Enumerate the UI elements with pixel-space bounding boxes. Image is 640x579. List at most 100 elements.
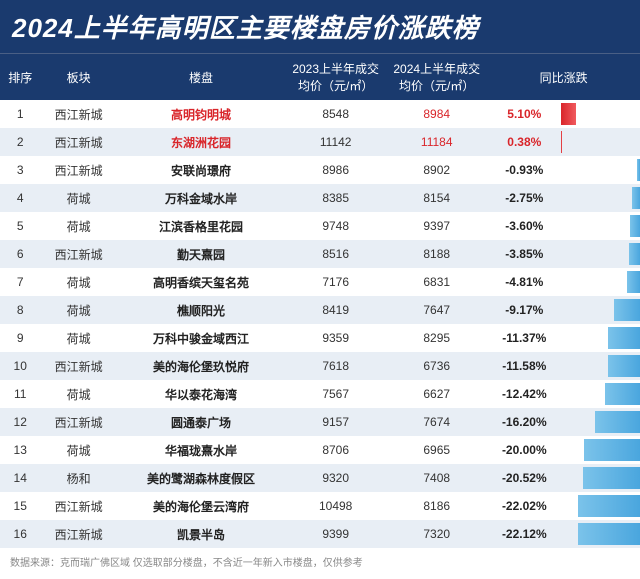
cell-price-2024: 8295 [386,324,487,352]
cell-bar [561,408,640,436]
bar-negative [583,467,640,489]
header-project: 楼盘 [117,54,285,101]
bar-negative [608,355,640,377]
cell-bar [561,128,640,156]
table-row: 9荷城万科中骏金域西江93598295-11.37% [0,324,640,352]
cell-bar [561,212,640,240]
cell-project: 美的海伦堡云湾府 [117,492,285,520]
cell-price-2024: 8902 [386,156,487,184]
cell-project: 圆通泰广场 [117,408,285,436]
bar-track [561,436,640,464]
table-row: 11荷城华以泰花海湾75676627-12.42% [0,380,640,408]
cell-project: 美的海伦堡玖悦府 [117,352,285,380]
cell-project: 凯景半岛 [117,520,285,548]
cell-price-2024: 6965 [386,436,487,464]
cell-price-2023: 9320 [285,464,386,492]
cell-area: 西江新城 [40,352,116,380]
bar-negative [632,187,640,209]
header-area: 板块 [40,54,116,101]
cell-price-2024: 7408 [386,464,487,492]
cell-price-2024: 8154 [386,184,487,212]
cell-project: 东湖洲花园 [117,128,285,156]
bar-track [561,380,640,408]
cell-price-2023: 10498 [285,492,386,520]
cell-project: 万科中骏金域西江 [117,324,285,352]
table-row: 12西江新城圆通泰广场91577674-16.20% [0,408,640,436]
cell-rank: 4 [0,184,40,212]
cell-bar [561,100,640,128]
table-row: 7荷城高明香缤天玺名苑71766831-4.81% [0,268,640,296]
cell-price-2023: 8516 [285,240,386,268]
cell-area: 荷城 [40,436,116,464]
cell-change: -11.58% [487,352,561,380]
table-body: 1西江新城高明钧明城854889845.10%2西江新城东湖洲花园1114211… [0,100,640,548]
bar-negative [578,523,640,545]
cell-bar [561,156,640,184]
table-row: 16西江新城凯景半岛93997320-22.12% [0,520,640,548]
table-row: 6西江新城勤天熹园85168188-3.85% [0,240,640,268]
cell-area: 西江新城 [40,100,116,128]
cell-bar [561,268,640,296]
cell-area: 西江新城 [40,408,116,436]
table-row: 8荷城樵顺阳光84197647-9.17% [0,296,640,324]
cell-price-2024: 7647 [386,296,487,324]
table-row: 15西江新城美的海伦堡云湾府104988186-22.02% [0,492,640,520]
bar-negative [584,439,640,461]
ranking-table-container: 2024上半年高明区主要楼盘房价涨跌榜 排序 板块 楼盘 2023上半年成交 均… [0,0,640,579]
cell-project: 安联尚璟府 [117,156,285,184]
bar-negative [608,327,640,349]
cell-rank: 1 [0,100,40,128]
cell-price-2023: 8385 [285,184,386,212]
cell-area: 西江新城 [40,492,116,520]
cell-change: -9.17% [487,296,561,324]
cell-change: -22.02% [487,492,561,520]
table-row: 2西江新城东湖洲花园11142111840.38% [0,128,640,156]
cell-rank: 10 [0,352,40,380]
cell-project: 美的鹭湖森林度假区 [117,464,285,492]
cell-rank: 11 [0,380,40,408]
cell-price-2023: 8419 [285,296,386,324]
header-price-2024: 2024上半年成交 均价（元/㎡） [386,54,487,101]
cell-project: 樵顺阳光 [117,296,285,324]
bar-positive [561,103,575,125]
cell-project: 华以泰花海湾 [117,380,285,408]
table-row: 13荷城华福珑熹水岸87066965-20.00% [0,436,640,464]
cell-price-2024: 6627 [386,380,487,408]
ranking-table: 排序 板块 楼盘 2023上半年成交 均价（元/㎡） 2024上半年成交 均价（… [0,53,640,548]
bar-negative [605,383,640,405]
cell-rank: 2 [0,128,40,156]
cell-area: 荷城 [40,324,116,352]
cell-price-2023: 9399 [285,520,386,548]
cell-change: -11.37% [487,324,561,352]
table-row: 4荷城万科金域水岸83858154-2.75% [0,184,640,212]
cell-rank: 6 [0,240,40,268]
cell-bar [561,324,640,352]
cell-project: 万科金域水岸 [117,184,285,212]
cell-rank: 13 [0,436,40,464]
cell-change: -22.12% [487,520,561,548]
cell-change: -16.20% [487,408,561,436]
bar-track [561,240,640,268]
bar-negative [595,411,640,433]
cell-area: 荷城 [40,296,116,324]
cell-change: -3.60% [487,212,561,240]
cell-bar [561,464,640,492]
cell-area: 荷城 [40,212,116,240]
table-row: 10西江新城美的海伦堡玖悦府76186736-11.58% [0,352,640,380]
bar-track [561,128,640,156]
cell-rank: 9 [0,324,40,352]
cell-change: -4.81% [487,268,561,296]
cell-area: 荷城 [40,184,116,212]
cell-project: 江滨香格里花园 [117,212,285,240]
cell-change: -20.52% [487,464,561,492]
cell-price-2023: 9157 [285,408,386,436]
cell-bar [561,352,640,380]
bar-track [561,212,640,240]
cell-price-2023: 7618 [285,352,386,380]
table-row: 14杨和美的鹭湖森林度假区93207408-20.52% [0,464,640,492]
cell-area: 杨和 [40,464,116,492]
cell-price-2023: 8706 [285,436,386,464]
bar-track [561,352,640,380]
bar-track [561,156,640,184]
bar-track [561,464,640,492]
